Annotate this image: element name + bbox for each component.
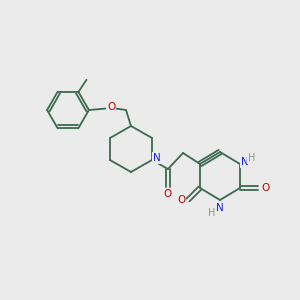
Text: H: H [208, 208, 216, 218]
Text: N: N [216, 203, 224, 213]
Text: N: N [153, 153, 161, 163]
Text: H: H [248, 153, 256, 163]
Text: O: O [261, 183, 269, 193]
Text: O: O [177, 195, 185, 205]
Text: O: O [164, 189, 172, 199]
Text: O: O [107, 102, 115, 112]
Text: N: N [241, 157, 249, 167]
